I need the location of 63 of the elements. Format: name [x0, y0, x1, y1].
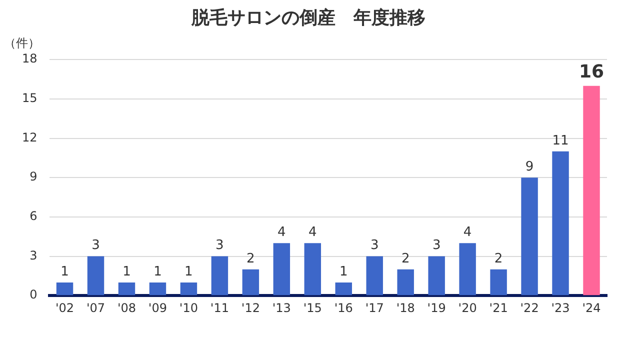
- x-tick-label: '21: [489, 300, 508, 315]
- bar: [397, 269, 414, 296]
- bar: [149, 282, 166, 296]
- data-label: 2: [246, 251, 255, 266]
- data-label: 1: [154, 264, 162, 280]
- y-tick-label: 9: [30, 170, 38, 184]
- data-label: 9: [525, 159, 534, 174]
- data-label: 16: [578, 61, 604, 82]
- bar: [180, 282, 198, 296]
- data-label: 3: [370, 238, 379, 254]
- x-tick-label: '17: [365, 300, 384, 315]
- bar: [366, 256, 383, 296]
- x-tick-label: '13: [272, 300, 291, 315]
- bar: [304, 243, 322, 296]
- x-tick-label: '12: [241, 300, 260, 315]
- y-tick-label: 12: [22, 130, 38, 144]
- y-tick-label: 18: [22, 52, 38, 66]
- data-label: 4: [278, 225, 286, 240]
- data-label: 4: [463, 225, 472, 240]
- x-tick-label: '02: [55, 300, 74, 315]
- data-label: 11: [552, 133, 569, 148]
- chart-title: 脱毛サロンの倒産 年度推移: [190, 7, 426, 28]
- data-label: 3: [432, 238, 441, 254]
- bar: [552, 151, 569, 296]
- bar: [211, 256, 228, 296]
- data-label: 1: [184, 264, 193, 280]
- bar: [490, 269, 507, 296]
- bar: [242, 269, 260, 296]
- data-label: 1: [60, 264, 69, 280]
- x-tick-label: '15: [303, 300, 322, 315]
- data-label: 2: [401, 251, 410, 266]
- y-tick-label: 15: [22, 91, 38, 106]
- data-label: 3: [92, 238, 100, 254]
- x-tick-label: '22: [520, 300, 539, 315]
- x-tick-label: '08: [117, 300, 136, 315]
- bar: [273, 243, 290, 296]
- y-tick-label: 3: [30, 248, 38, 262]
- x-tick-label: '19: [427, 300, 446, 315]
- bar: [56, 282, 74, 296]
- bar: [428, 256, 445, 296]
- bar: [118, 282, 136, 296]
- bar: [583, 86, 600, 296]
- bar: [521, 178, 538, 296]
- bar: [87, 256, 104, 296]
- x-tick-label: '09: [148, 300, 168, 315]
- x-tick-label: '11: [210, 300, 229, 315]
- x-tick-label: '18: [396, 300, 415, 315]
- x-tick-label: '07: [86, 300, 106, 315]
- bar: [335, 282, 352, 296]
- data-label: 3: [216, 238, 224, 254]
- x-tick-label: '24: [582, 300, 601, 315]
- bar: [459, 243, 476, 296]
- x-tick-label: '23: [551, 300, 570, 315]
- x-tick-label: '10: [179, 300, 198, 315]
- x-tick-label: '16: [334, 300, 353, 315]
- data-label: 4: [308, 225, 317, 240]
- y-tick-label: 0: [30, 288, 38, 302]
- data-label: 1: [339, 264, 348, 280]
- y-axis-title: （件）: [4, 36, 40, 50]
- data-label: 2: [494, 251, 503, 266]
- y-tick-label: 6: [30, 209, 38, 224]
- data-label: 1: [122, 264, 131, 280]
- x-tick-label: '20: [458, 300, 477, 315]
